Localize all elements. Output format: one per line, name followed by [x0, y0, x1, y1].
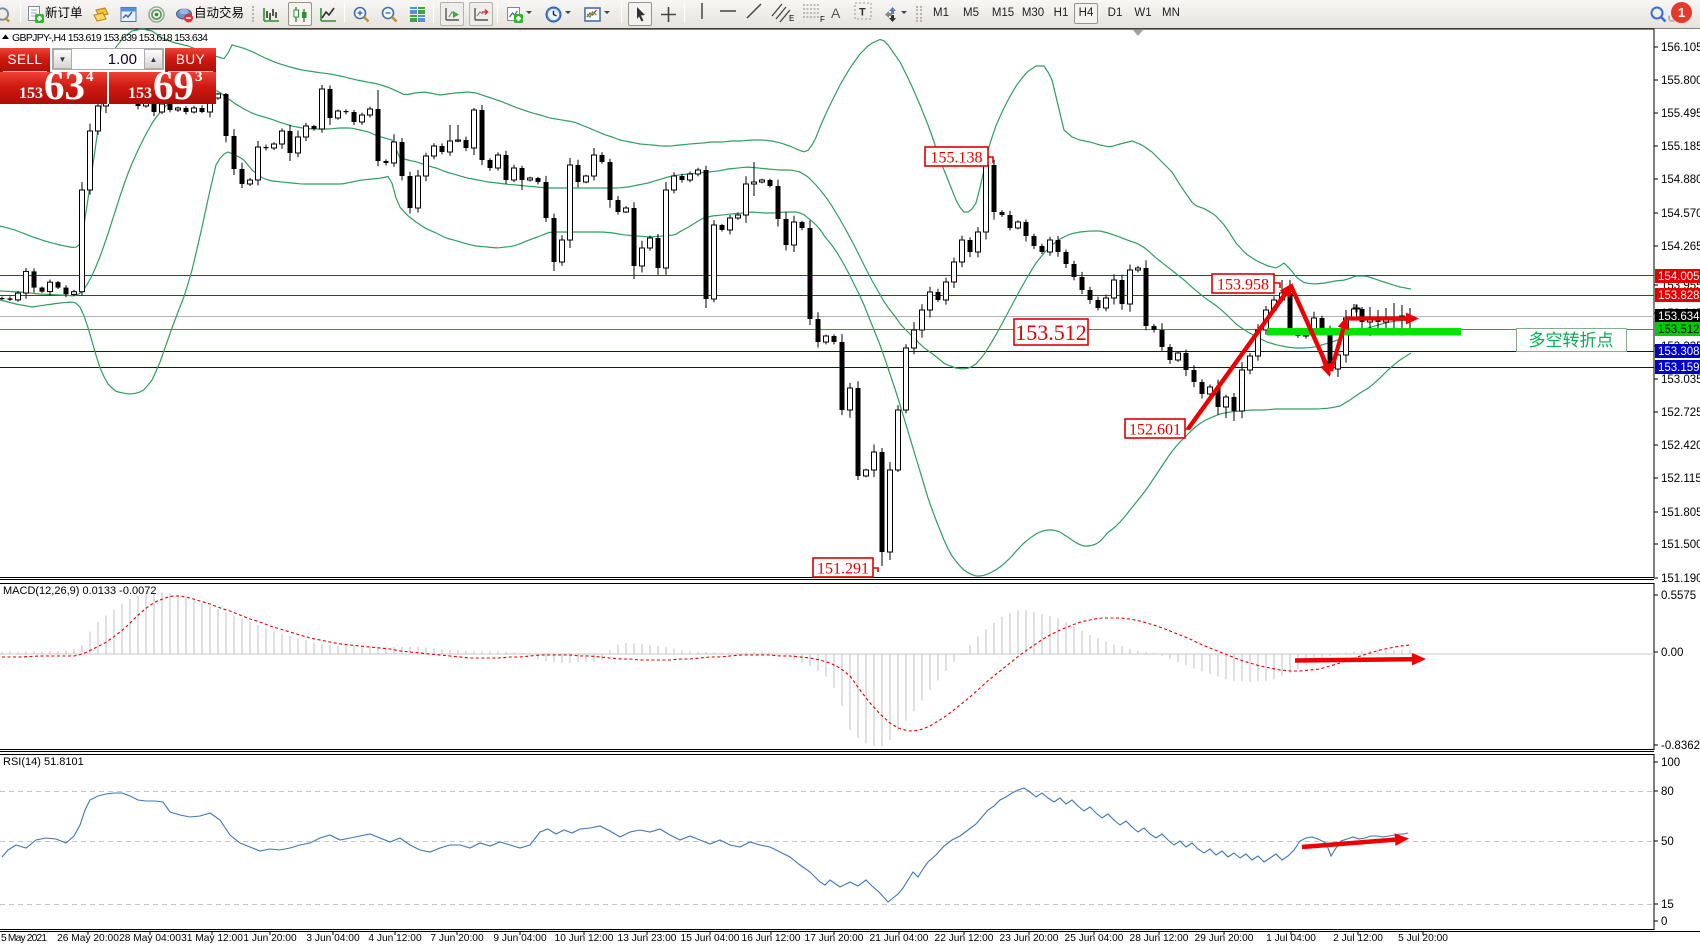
- svg-text:25 Jun 04:00: 25 Jun 04:00: [1065, 933, 1124, 944]
- svg-text:152.115: 152.115: [1661, 473, 1700, 485]
- svg-text:3 Jun 04:00: 3 Jun 04:00: [306, 933, 360, 944]
- svg-text:153.512: 153.512: [1015, 320, 1087, 345]
- svg-text:153.958: 153.958: [1217, 276, 1269, 293]
- svg-text:153.035: 153.035: [1661, 374, 1700, 386]
- svg-text:17 Jun 20:00: 17 Jun 20:00: [805, 933, 864, 944]
- svg-text:28 Jun 12:00: 28 Jun 12:00: [1130, 933, 1189, 944]
- svg-text:5 May 2021: 5 May 2021: [1, 933, 47, 944]
- svg-text:7 Jun 20:00: 7 Jun 20:00: [430, 933, 484, 944]
- svg-text:154.880: 154.880: [1661, 174, 1700, 186]
- svg-text:21 Jun 04:00: 21 Jun 04:00: [870, 933, 929, 944]
- svg-text:13 Jun 23:00: 13 Jun 23:00: [618, 933, 677, 944]
- svg-text:152.601: 152.601: [1129, 421, 1181, 438]
- svg-text:9 Jun 04:00: 9 Jun 04:00: [493, 933, 547, 944]
- svg-text:156.105: 156.105: [1661, 42, 1700, 54]
- svg-text:153.828: 153.828: [1658, 290, 1700, 302]
- svg-text:151.500: 151.500: [1661, 539, 1700, 551]
- svg-text:155.185: 155.185: [1661, 141, 1700, 153]
- svg-text:80: 80: [1661, 786, 1674, 798]
- svg-text:31 May 12:00: 31 May 12:00: [181, 933, 243, 944]
- svg-text:153.634: 153.634: [1658, 311, 1700, 323]
- svg-text:100: 100: [1661, 757, 1680, 769]
- svg-text:22 Jun 12:00: 22 Jun 12:00: [935, 933, 994, 944]
- svg-text:1 Jun 20:00: 1 Jun 20:00: [243, 933, 297, 944]
- svg-text:26 May 20:00: 26 May 20:00: [57, 933, 119, 944]
- svg-text:0: 0: [1661, 916, 1667, 928]
- svg-text:15 Jun 04:00: 15 Jun 04:00: [681, 933, 740, 944]
- svg-text:E: E: [789, 14, 794, 23]
- svg-text:10 Jun 12:00: 10 Jun 12:00: [555, 933, 614, 944]
- svg-text:151.805: 151.805: [1661, 507, 1700, 519]
- svg-text:16 Jun 12:00: 16 Jun 12:00: [742, 933, 801, 944]
- svg-text:151.291: 151.291: [817, 560, 869, 577]
- svg-text:151.190: 151.190: [1661, 573, 1700, 585]
- svg-text:5 Jul 20:00: 5 Jul 20:00: [1398, 933, 1448, 944]
- svg-text:153.159: 153.159: [1658, 362, 1700, 374]
- svg-text:0.5575: 0.5575: [1661, 590, 1696, 602]
- svg-text:-0.8362: -0.8362: [1661, 740, 1700, 752]
- svg-text:2 Jul 12:00: 2 Jul 12:00: [1333, 933, 1383, 944]
- svg-text:153.512: 153.512: [1658, 324, 1700, 336]
- svg-text:152.420: 152.420: [1661, 440, 1700, 452]
- svg-text:F: F: [820, 15, 825, 24]
- svg-text:29 Jun 20:00: 29 Jun 20:00: [1195, 933, 1254, 944]
- svg-text:T: T: [859, 7, 866, 19]
- svg-text:28 May 04:00: 28 May 04:00: [119, 933, 181, 944]
- svg-text:155.495: 155.495: [1661, 108, 1700, 120]
- svg-text:154.570: 154.570: [1661, 208, 1700, 220]
- svg-text:0.00: 0.00: [1661, 647, 1683, 659]
- svg-text:4 Jun 12:00: 4 Jun 12:00: [368, 933, 422, 944]
- svg-text:154.005: 154.005: [1658, 271, 1700, 283]
- svg-text:RSI(14) 51.8101: RSI(14) 51.8101: [3, 756, 84, 768]
- svg-text:多空转折点: 多空转折点: [1529, 331, 1614, 350]
- svg-text:155.800: 155.800: [1661, 75, 1700, 87]
- svg-text:152.725: 152.725: [1661, 407, 1700, 419]
- svg-text:GBPJPY-,H4 153.619 153.639 15: GBPJPY-,H4 153.619 153.639 153.618 153.6…: [12, 32, 208, 44]
- svg-text:15: 15: [1661, 899, 1674, 911]
- svg-text:155.138: 155.138: [931, 149, 983, 166]
- svg-text:154.265: 154.265: [1661, 241, 1700, 253]
- svg-text:1 Jul 04:00: 1 Jul 04:00: [1266, 933, 1316, 944]
- svg-text:50: 50: [1661, 836, 1674, 848]
- svg-text:153.308: 153.308: [1658, 346, 1700, 358]
- svg-text:23 Jun 20:00: 23 Jun 20:00: [1000, 933, 1059, 944]
- svg-text:MACD(12,26,9) 0.0133 -0.0072: MACD(12,26,9) 0.0133 -0.0072: [3, 585, 156, 597]
